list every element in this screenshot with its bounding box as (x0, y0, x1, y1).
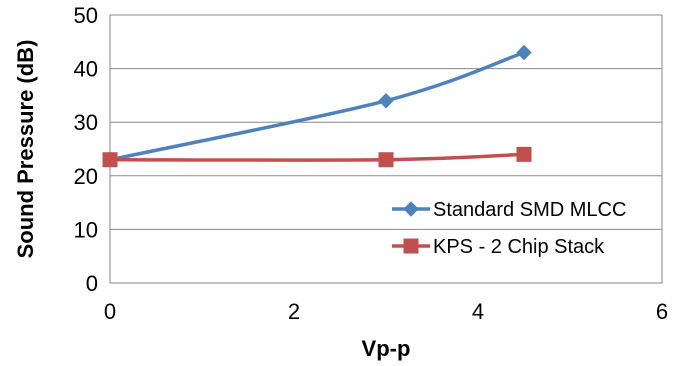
y-tick-label: 30 (74, 110, 98, 135)
y-tick-label: 50 (74, 3, 98, 28)
legend-label: KPS - 2 Chip Stack (433, 236, 605, 258)
data-point (102, 152, 118, 168)
x-axis-title: Vp-p (362, 336, 411, 361)
x-tick-label: 4 (472, 299, 484, 324)
legend-item: Standard SMD MLCC (392, 199, 626, 221)
x-axis-ticks: 0 2 4 6 (104, 299, 668, 324)
y-tick-label: 0 (86, 271, 98, 296)
series-line (109, 152, 525, 162)
legend-item: KPS - 2 Chip Stack (392, 236, 605, 258)
series-2 (102, 146, 532, 168)
x-tick-label: 2 (288, 299, 300, 324)
x-tick-label: 6 (656, 299, 668, 324)
legend-marker (403, 238, 419, 254)
data-point (516, 146, 532, 162)
gridlines (110, 68, 662, 230)
y-tick-label: 40 (74, 57, 98, 82)
y-tick-label: 20 (74, 164, 98, 189)
legend-label: Standard SMD MLCC (433, 199, 626, 221)
x-tick-label: 0 (104, 299, 116, 324)
series-group (102, 44, 532, 168)
plot-area-frame (109, 14, 663, 284)
y-axis-ticks: 0 10 20 30 40 50 (74, 3, 98, 296)
data-point (516, 44, 532, 61)
series-1 (102, 44, 532, 168)
legend-marker (403, 201, 419, 217)
y-tick-label: 10 (74, 217, 98, 242)
series-line (109, 50, 525, 162)
data-point (378, 152, 394, 168)
y-axis-title: Sound Pressure (dB) (13, 40, 38, 259)
data-point (378, 93, 394, 109)
legend: Standard SMD MLCC KPS - 2 Chip Stack (392, 199, 626, 258)
